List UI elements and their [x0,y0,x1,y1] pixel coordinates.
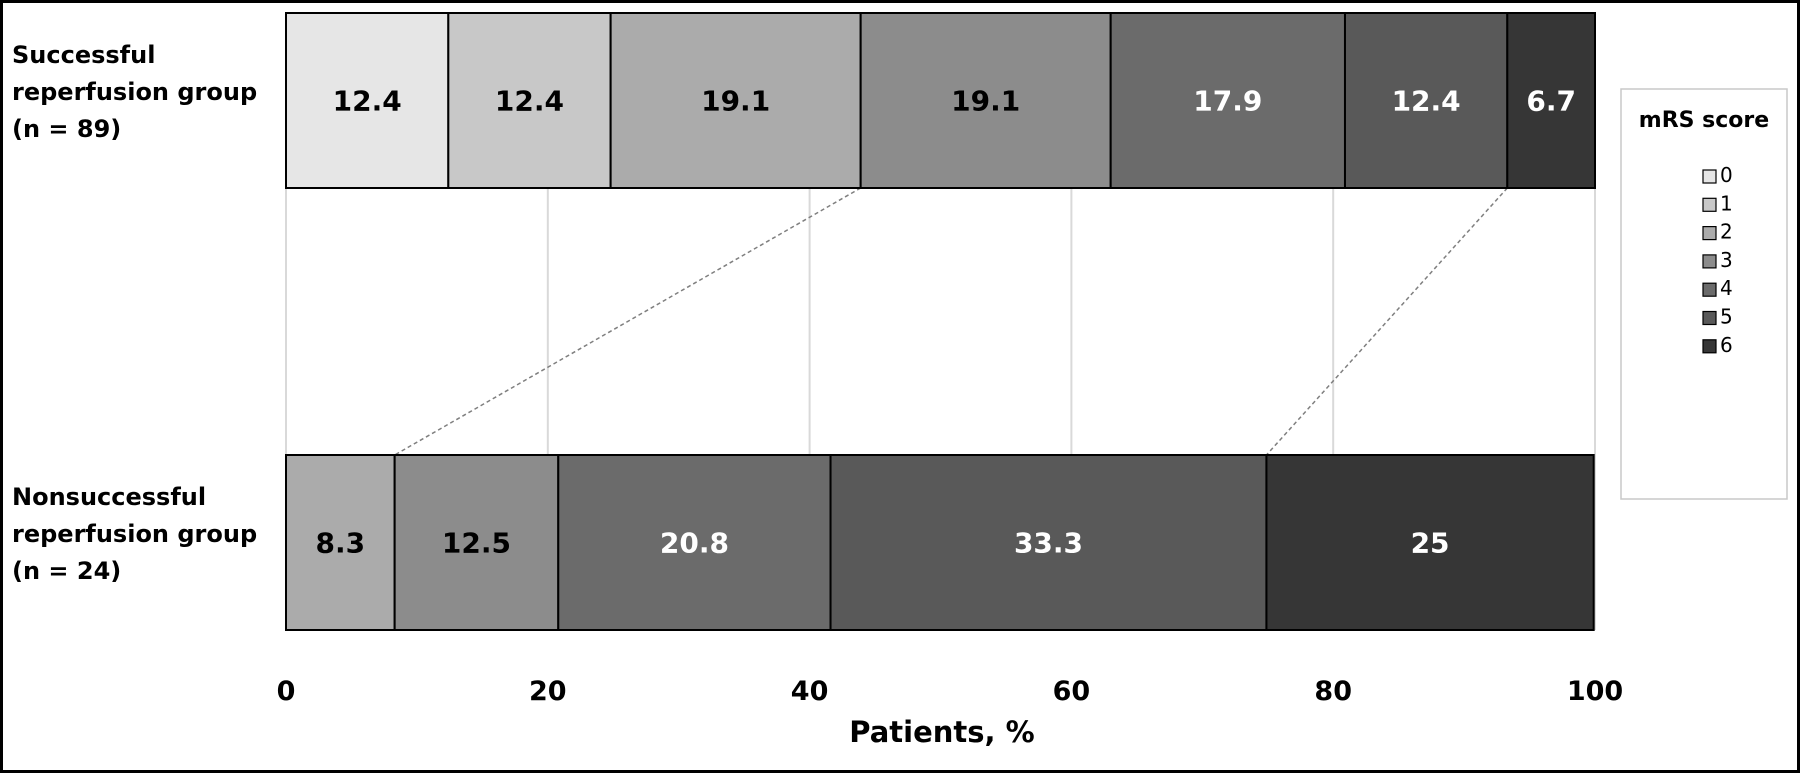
bar-segment [609,12,862,189]
bar-segment [859,12,1112,189]
legend-title: mRS score [1639,108,1769,133]
x-tick-label: 40 [791,676,829,707]
legend-label: 3 [1720,248,1733,272]
x-tick-label: 60 [1053,676,1091,707]
data-label: 25 [1411,527,1450,560]
legend-label: 2 [1720,220,1733,244]
category-label: (n = 24) [12,557,121,585]
bar-segments [285,12,1596,631]
legend: mRS score 0 1 2 3 4 5 6 [1620,88,1788,500]
category-label: Nonsuccessful [12,483,206,511]
legend-swatch [1702,339,1717,354]
legend-swatch [1702,197,1717,212]
legend-label: 4 [1720,276,1733,300]
legend-label: 1 [1720,191,1733,215]
category-label: Successful [12,41,155,69]
bar-segment [285,12,450,189]
bar-segment [1343,12,1509,189]
legend-swatch [1702,310,1717,326]
category-label: (n = 89) [12,115,121,143]
data-label: 12.4 [333,85,402,118]
data-labels: 12.4 12.4 19.1 19.1 17.9 12.4 6.7 8.3 12.5 20.8 33… [316,85,1576,560]
bar-segment [1506,12,1596,189]
category-labels: Successful reperfusion group (n = 89) Nonsu… [12,41,257,585]
data-label: 12.4 [1392,85,1461,118]
data-label: 6.7 [1526,85,1576,118]
x-tick-label: 100 [1567,676,1623,707]
stacked-bar-chart: 12.4 12.4 19.1 19.1 17.9 12.4 6.78.3 12.5 20.8 33… [12,12,1788,749]
legend-swatch [1702,254,1717,269]
legend-items: 0 1 2 3 4 5 6 [1702,163,1733,357]
connector-lines [394,187,1508,456]
legend-label: 0 [1720,163,1733,187]
data-label: 12.4 [495,85,564,118]
data-label: 17.9 [1193,85,1262,118]
data-label: 12.5 [442,527,511,560]
legend-swatch [1702,282,1717,297]
data-label: 33.3 [1014,527,1083,560]
connector-line [394,187,862,456]
bar-segment [1265,454,1595,631]
category-label: reperfusion group [12,520,257,548]
x-tick-label: 80 [1314,676,1352,707]
bar-segment [285,454,396,631]
legend-swatch [1702,169,1717,184]
x-tick-label: 0 [277,676,296,707]
bar-segment [1109,12,1346,189]
legend-label: 5 [1720,305,1733,329]
legend-swatch [1702,226,1717,241]
category-label: reperfusion group [12,78,257,106]
connector-line [1265,187,1508,456]
data-label: 19.1 [951,85,1020,118]
data-label: 8.3 [316,527,366,560]
legend-label: 6 [1720,333,1733,357]
x-tick-label: 20 [529,676,567,707]
data-label: 19.1 [701,85,770,118]
bar-segment [393,454,560,631]
x-axis-label: Patients, % [849,715,1034,749]
data-label: 20.8 [660,527,729,560]
x-axis-ticks: 0 20 40 60 80 100 [277,676,1624,707]
bar-segment [557,454,832,631]
bar-segment [829,454,1268,631]
